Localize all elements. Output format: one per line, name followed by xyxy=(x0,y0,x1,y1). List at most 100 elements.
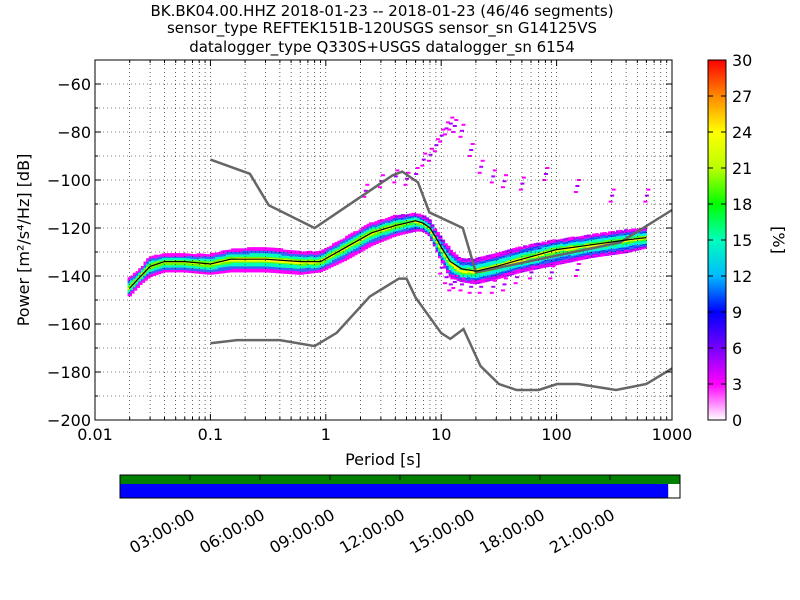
chart-title-line-3: datalogger_type Q330S+USGS datalogger_sn… xyxy=(189,38,575,57)
density-cell xyxy=(167,265,172,268)
colorbar-tick-label: 21 xyxy=(732,159,752,178)
density-cell xyxy=(294,266,300,269)
high-noise-model-line xyxy=(209,158,673,274)
density-cell xyxy=(276,263,281,267)
density-cell xyxy=(491,270,496,274)
density-cell-sparse xyxy=(403,183,408,186)
density-cell xyxy=(186,265,191,268)
density-cell xyxy=(613,239,618,242)
density-cell xyxy=(138,274,143,277)
density-cell xyxy=(544,263,549,267)
density-cell xyxy=(297,258,302,261)
density-cell-sparse xyxy=(492,279,497,282)
density-cell xyxy=(408,229,414,232)
density-cell xyxy=(284,269,289,272)
density-cell xyxy=(623,229,629,232)
density-cell-sparse xyxy=(543,173,548,175)
density-cell xyxy=(175,258,180,261)
density-cell xyxy=(454,273,459,277)
density-cell xyxy=(608,232,613,235)
density-cell-sparse xyxy=(492,169,497,172)
density-cell xyxy=(324,250,329,253)
density-cell xyxy=(525,249,530,252)
density-cell xyxy=(448,270,453,273)
density-cell xyxy=(539,266,544,269)
density-cell xyxy=(284,264,289,267)
density-cell-sparse xyxy=(438,140,443,143)
density-cell xyxy=(273,249,278,252)
density-cell xyxy=(339,258,345,262)
density-cell xyxy=(401,220,406,223)
density-cell xyxy=(477,281,483,284)
density-cell xyxy=(456,267,461,271)
density-cell xyxy=(361,241,366,244)
density-cell xyxy=(297,271,302,274)
density-cell xyxy=(236,264,241,267)
density-cell xyxy=(186,266,191,270)
density-cell xyxy=(164,259,169,262)
density-cell xyxy=(148,274,154,277)
density-cell xyxy=(324,265,329,268)
density-cell xyxy=(164,264,169,267)
density-cell xyxy=(249,264,254,267)
density-cell xyxy=(175,259,180,262)
density-cell xyxy=(270,270,276,273)
density-cell xyxy=(496,259,501,263)
density-cell xyxy=(146,275,151,278)
density-cell xyxy=(257,247,262,250)
density-cell xyxy=(414,225,419,228)
density-cell xyxy=(560,243,565,246)
density-cell xyxy=(281,252,286,255)
density-cell xyxy=(401,226,406,229)
density-cell xyxy=(263,264,268,267)
density-cell xyxy=(183,253,188,256)
density-cell xyxy=(239,249,244,252)
density-cell xyxy=(130,291,135,294)
density-cell-sparse xyxy=(575,185,580,187)
density-cell xyxy=(273,247,278,251)
density-cell-sparse xyxy=(415,167,420,169)
density-cell xyxy=(454,267,459,271)
density-cell xyxy=(175,264,180,267)
density-cell xyxy=(175,265,180,268)
density-cell xyxy=(204,268,209,271)
density-cell xyxy=(196,253,201,256)
density-cell xyxy=(448,263,453,266)
colorbar-tick-label: 27 xyxy=(732,87,752,106)
density-cell xyxy=(212,257,217,260)
density-cell-sparse xyxy=(467,291,472,294)
density-cell xyxy=(255,249,260,252)
density-cell xyxy=(385,236,390,239)
density-cell xyxy=(193,254,199,257)
density-cell xyxy=(146,264,151,267)
density-cell xyxy=(130,290,135,293)
density-cell xyxy=(265,269,270,272)
density-cell xyxy=(477,263,483,266)
density-cell xyxy=(480,266,485,269)
density-cell xyxy=(140,266,146,269)
density-cell xyxy=(244,249,249,252)
density-cell xyxy=(191,260,196,263)
density-cell xyxy=(276,248,281,251)
density-cell xyxy=(225,265,231,268)
density-cell-sparse xyxy=(643,200,648,203)
density-cell xyxy=(305,271,310,274)
density-cell xyxy=(470,267,475,270)
density-cell xyxy=(151,270,156,273)
density-cell xyxy=(201,268,207,271)
density-cell xyxy=(220,265,225,268)
density-cell-sparse xyxy=(444,127,449,130)
density-cell xyxy=(339,257,345,260)
density-cell xyxy=(143,268,148,272)
density-cell xyxy=(300,271,305,274)
density-cell-sparse xyxy=(460,283,464,286)
density-cell xyxy=(456,261,461,265)
density-cell xyxy=(170,259,175,262)
density-cell xyxy=(289,250,294,253)
density-cell xyxy=(228,270,233,273)
density-cell xyxy=(223,267,228,270)
density-cell xyxy=(448,249,453,253)
density-cell xyxy=(592,239,597,242)
density-cell xyxy=(300,272,305,275)
density-cell xyxy=(151,258,156,261)
